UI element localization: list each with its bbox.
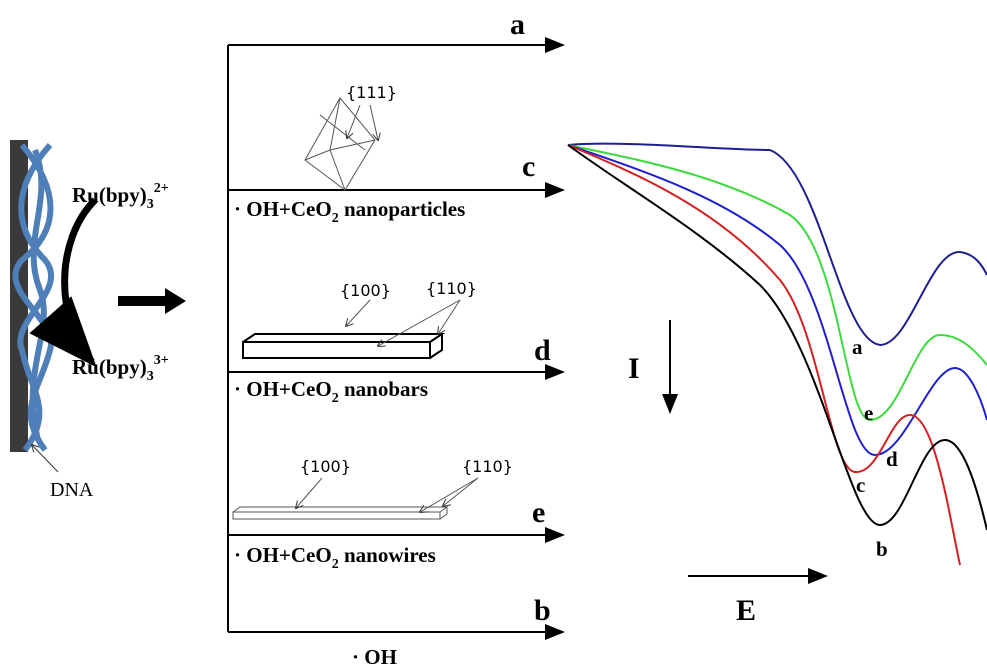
current-axis-label: I [628,352,640,385]
pathway-letter: b [534,594,551,627]
text-part: 3 [147,197,154,212]
text-part: 2+ [154,181,169,196]
voltammogram-curves [567,142,987,566]
text-part: · OH+CeO [234,197,332,221]
text-part: 3 [147,369,154,384]
facet-label: {111} [346,83,397,102]
pathway-letter: e [532,496,545,529]
text-part: nanowires [339,543,436,567]
facet-label: {110} [462,457,513,476]
curve-label: b [876,537,888,561]
text-part: 2 [332,211,339,226]
curve-label: a [852,335,863,359]
curve-label: d [886,447,898,471]
facet-label: {100} [340,281,391,300]
pathway-letter: d [534,334,551,367]
pathway-label: · OH+CeO2 nanoparticles [234,197,465,226]
potential-axis-label: E [736,594,756,627]
text-part: · OH+CeO [234,543,332,567]
pathway-label: · OH+CeO2 nanobars [234,377,428,406]
text-part: nanobars [339,377,428,401]
pathway-letter: a [510,8,525,41]
text-part: 2 [332,391,339,406]
pathways [227,37,565,640]
text-part: Ru(bpy) [72,183,147,207]
facet-label: {100} [300,457,351,476]
crystals [232,97,479,520]
text-part: 3+ [154,353,169,368]
text-part: 2 [332,557,339,572]
species-bottom: Ru(bpy)33+ [72,353,169,384]
text-part: nanoparticles [339,197,466,221]
facet-label: {110} [426,279,477,298]
text-part: Ru(bpy) [72,355,147,379]
text-part: · OH+CeO [234,377,332,401]
curve-label: e [864,401,873,425]
dna-label: DNA [50,479,94,501]
species-top: Ru(bpy)32+ [72,181,169,212]
electrode: Ru(bpy)32+ Ru(bpy)33+ DNA [10,140,186,501]
pathway-label: · OH+CeO2 nanowires [234,543,436,572]
curve-label: c [856,473,865,497]
pathway-letter: c [522,150,535,183]
pathway-label: · OH [352,645,397,668]
